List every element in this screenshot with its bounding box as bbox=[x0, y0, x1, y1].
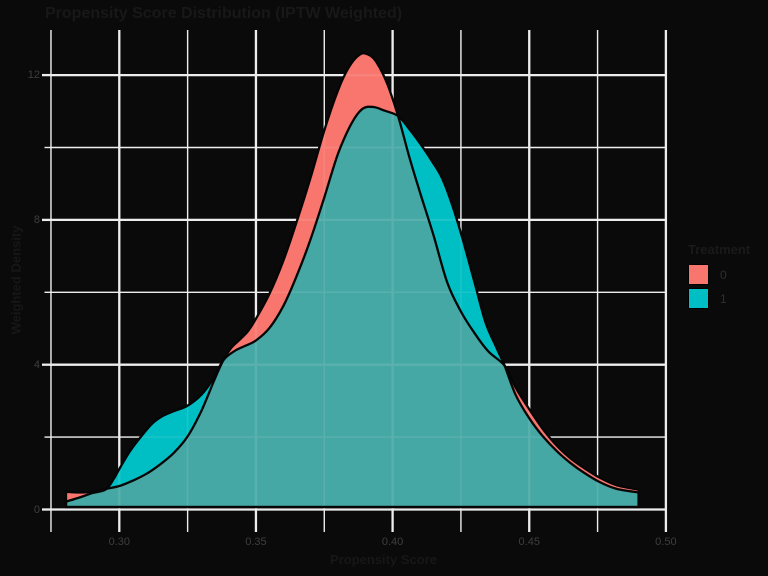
y-axis-title: Weighted Density bbox=[8, 225, 24, 335]
x-tick-label: 0.45 bbox=[518, 536, 540, 548]
density-overlap-region bbox=[66, 106, 639, 507]
density-outline-treatment-0 bbox=[64, 52, 640, 509]
chart-title: Propensity Score Distribution (IPTW Weig… bbox=[45, 5, 403, 22]
x-tick-label: 0.50 bbox=[655, 536, 677, 548]
x-tick-label: 0.40 bbox=[381, 536, 404, 548]
x-tick-label: 0.35 bbox=[245, 536, 267, 548]
y-tick-label: 12 bbox=[27, 69, 40, 82]
legend-key-swatch bbox=[688, 288, 709, 309]
gridline-overlay bbox=[50, 30, 668, 512]
y-tick-label: 8 bbox=[33, 213, 40, 226]
x-axis-title: Propensity Score bbox=[0, 552, 717, 567]
legend-label: 1 bbox=[720, 291, 727, 306]
legend-label: 0 bbox=[720, 267, 727, 282]
y-tick-label: 4 bbox=[33, 358, 40, 371]
axis-ticks bbox=[42, 73, 668, 532]
y-tick-label: 0 bbox=[33, 503, 40, 516]
legend-key-swatch bbox=[688, 264, 709, 285]
legend-title: Treatment bbox=[688, 242, 751, 257]
x-tick-label: 0.30 bbox=[108, 536, 130, 548]
density-outline-treatment-1 bbox=[64, 105, 640, 509]
legend-entry-0: 0 bbox=[686, 264, 750, 285]
legend-entry-1: 1 bbox=[686, 288, 750, 309]
x-axis-title-text: Propensity Score bbox=[330, 552, 437, 567]
